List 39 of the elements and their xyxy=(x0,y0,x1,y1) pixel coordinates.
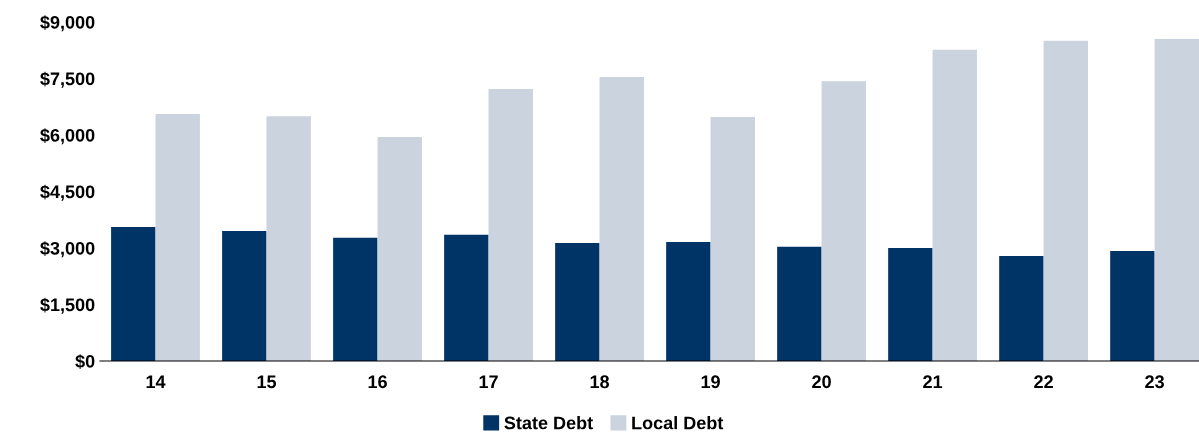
y-tick-label: $9,000 xyxy=(40,15,95,32)
bar xyxy=(888,248,933,361)
x-tick-label: 15 xyxy=(257,375,277,389)
y-tick-label: $0 xyxy=(75,354,95,369)
bar xyxy=(444,234,489,361)
bar xyxy=(932,49,977,361)
bar xyxy=(710,116,755,361)
y-tick-label: $6,000 xyxy=(40,128,95,145)
bar xyxy=(266,116,311,361)
bar xyxy=(1154,38,1199,361)
bar xyxy=(666,241,711,361)
bar xyxy=(333,237,378,361)
bar xyxy=(111,226,156,361)
y-tick-label: $3,000 xyxy=(40,241,95,258)
x-tick-label: 16 xyxy=(368,375,387,389)
bar xyxy=(599,76,644,361)
x-tick-label: 17 xyxy=(479,375,498,388)
y-tick-label: $7,500 xyxy=(40,71,95,88)
bar xyxy=(777,246,822,361)
y-tick-label: $1,500 xyxy=(40,297,95,314)
bar xyxy=(555,243,600,361)
y-tick-label: $4,500 xyxy=(40,184,95,201)
bar xyxy=(1110,251,1155,361)
bar xyxy=(1043,40,1088,361)
x-tick-label: 22 xyxy=(1034,375,1053,388)
x-tick-label: 23 xyxy=(1145,375,1164,389)
x-tick-label: 18 xyxy=(590,375,610,389)
legend-label: State Debt xyxy=(504,416,593,430)
x-tick-label: 14 xyxy=(146,375,166,388)
legend-label: Local Debt xyxy=(632,416,724,430)
x-tick-label: 19 xyxy=(701,375,720,389)
bar xyxy=(222,231,267,361)
x-tick-label: 21 xyxy=(923,375,943,388)
x-tick-label: 20 xyxy=(812,375,831,389)
bar xyxy=(377,136,422,361)
bar xyxy=(821,81,866,361)
bar xyxy=(488,89,533,361)
bar xyxy=(155,113,200,361)
bar xyxy=(999,255,1044,361)
